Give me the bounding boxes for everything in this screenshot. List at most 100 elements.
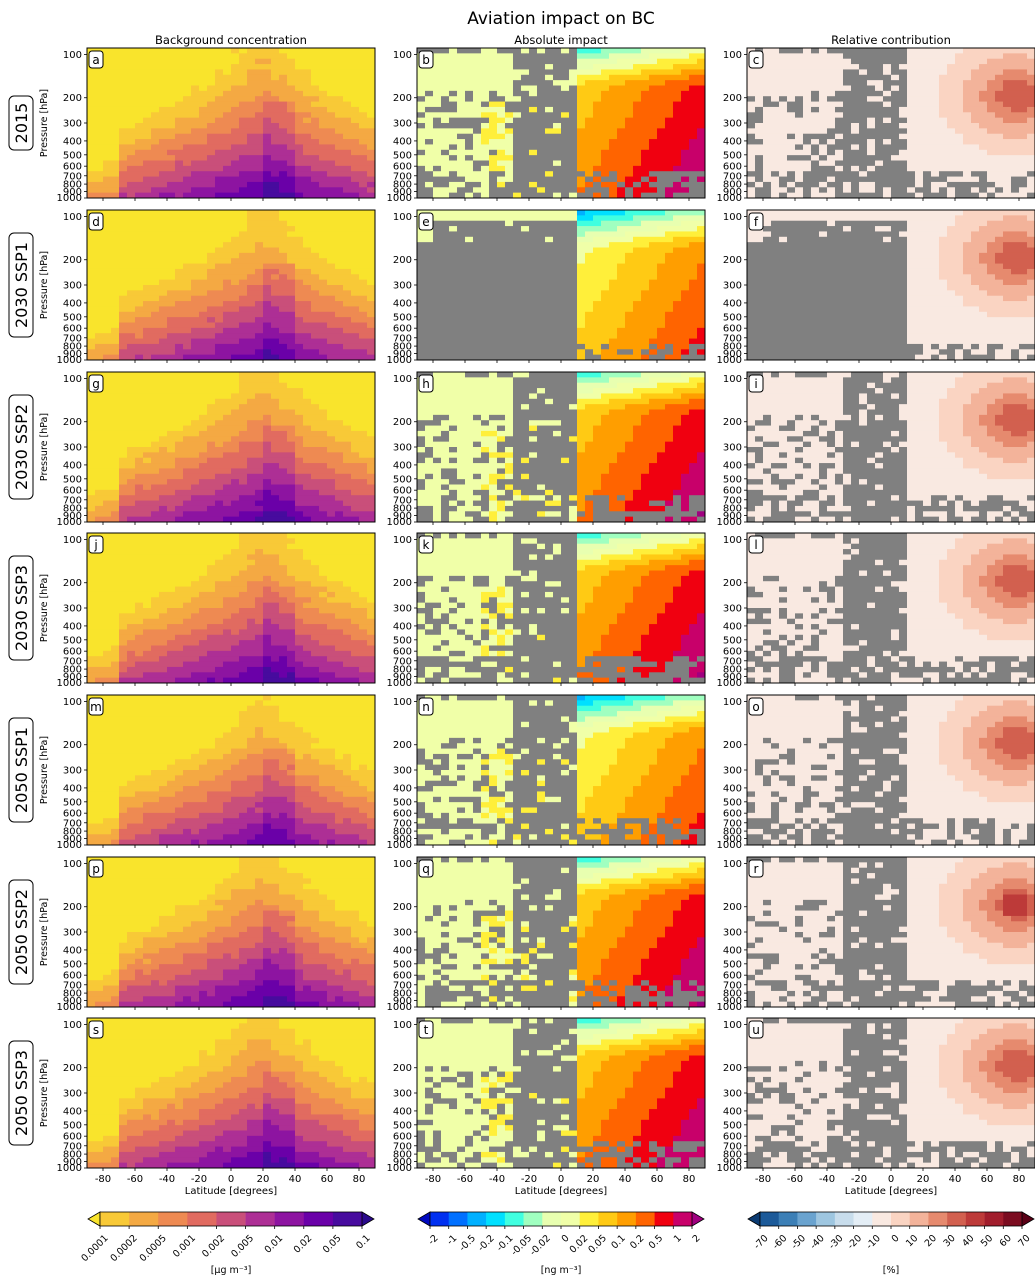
heatmap-cell bbox=[247, 268, 256, 275]
heatmap-cell bbox=[111, 69, 120, 76]
heatmap-cell bbox=[303, 64, 312, 71]
heatmap-cell bbox=[143, 165, 152, 172]
heatmap-cell bbox=[923, 96, 932, 103]
y-tick-label: 200 bbox=[63, 255, 82, 266]
heatmap-cell bbox=[617, 258, 626, 265]
heatmap-cell bbox=[449, 210, 458, 216]
heatmap-cell bbox=[625, 58, 634, 65]
heatmap-cell bbox=[457, 338, 466, 345]
heatmap-cell bbox=[95, 144, 104, 151]
heatmap-cell bbox=[367, 215, 375, 222]
heatmap-cell bbox=[327, 58, 336, 65]
heatmap-cell bbox=[343, 343, 352, 350]
heatmap-cell bbox=[417, 268, 426, 275]
heatmap-cell bbox=[433, 311, 442, 318]
heatmap-cell bbox=[577, 117, 586, 124]
heatmap-cell bbox=[1011, 80, 1020, 87]
heatmap-cell bbox=[111, 74, 120, 81]
heatmap-cell bbox=[657, 171, 666, 178]
heatmap-cell bbox=[763, 123, 772, 129]
heatmap-cell bbox=[175, 128, 184, 135]
heatmap-cell bbox=[803, 64, 812, 71]
heatmap-cell bbox=[625, 160, 634, 167]
heatmap-cell bbox=[827, 117, 836, 124]
heatmap-cell bbox=[183, 354, 192, 360]
heatmap-cell bbox=[497, 306, 506, 313]
heatmap-cell bbox=[601, 338, 610, 345]
heatmap-cell bbox=[609, 112, 618, 119]
heatmap-cell bbox=[481, 247, 490, 254]
heatmap-cell bbox=[987, 58, 996, 65]
heatmap-cell bbox=[883, 139, 892, 146]
heatmap-cell bbox=[87, 279, 96, 286]
heatmap-cell bbox=[955, 48, 964, 54]
heatmap-cell bbox=[87, 181, 96, 188]
heatmap-cell bbox=[553, 317, 562, 324]
heatmap-cell bbox=[625, 311, 634, 318]
heatmap-cell bbox=[875, 85, 884, 92]
heatmap-cell bbox=[955, 171, 964, 178]
heatmap-cell bbox=[1011, 123, 1020, 129]
heatmap-cell bbox=[513, 106, 522, 113]
heatmap-cell bbox=[87, 327, 96, 334]
heatmap-cell bbox=[143, 123, 152, 129]
heatmap-cell bbox=[577, 74, 586, 81]
heatmap-cell bbox=[175, 160, 184, 167]
heatmap-cell bbox=[111, 242, 120, 249]
heatmap-cell bbox=[545, 268, 554, 275]
heatmap-cell bbox=[641, 327, 650, 334]
heatmap-cell bbox=[135, 165, 144, 172]
heatmap-cell bbox=[151, 333, 160, 340]
heatmap-cell bbox=[425, 128, 434, 135]
heatmap-cell bbox=[617, 247, 626, 254]
heatmap-cell bbox=[175, 236, 184, 243]
heatmap-cell bbox=[335, 285, 344, 291]
heatmap-cell bbox=[641, 112, 650, 119]
heatmap-cell bbox=[505, 155, 514, 162]
heatmap-cell bbox=[601, 165, 610, 172]
heatmap-cell bbox=[545, 215, 554, 222]
heatmap-cell bbox=[505, 187, 514, 194]
heatmap-cell bbox=[843, 74, 852, 81]
heatmap-cell bbox=[119, 181, 128, 188]
heatmap-cell bbox=[995, 85, 1004, 92]
heatmap-cell bbox=[311, 306, 320, 313]
heatmap-cell bbox=[111, 290, 120, 297]
heatmap-cell bbox=[819, 192, 828, 198]
heatmap-cell bbox=[167, 80, 176, 87]
heatmap-cell bbox=[263, 220, 272, 227]
heatmap-cell bbox=[215, 64, 224, 71]
heatmap-cell bbox=[191, 354, 200, 360]
heatmap-cell bbox=[577, 80, 586, 87]
heatmap-cell bbox=[417, 290, 426, 297]
heatmap-cell bbox=[183, 215, 192, 222]
heatmap-cell bbox=[513, 226, 522, 233]
heatmap-cell bbox=[191, 192, 200, 198]
heatmap-cell bbox=[481, 215, 490, 222]
heatmap-cell bbox=[359, 117, 368, 124]
heatmap-cell bbox=[633, 187, 642, 194]
heatmap-cell bbox=[569, 181, 578, 188]
heatmap-cell bbox=[1003, 171, 1012, 178]
heatmap-cell bbox=[199, 128, 208, 135]
heatmap-cell bbox=[681, 64, 690, 71]
heatmap-cell bbox=[215, 181, 224, 188]
heatmap-cell bbox=[287, 101, 296, 108]
heatmap-cell bbox=[673, 80, 682, 87]
heatmap-cell bbox=[851, 112, 860, 119]
heatmap-cell bbox=[143, 327, 152, 334]
heatmap-cell bbox=[425, 317, 434, 324]
heatmap-cell bbox=[617, 322, 626, 329]
heatmap-cell bbox=[343, 106, 352, 113]
heatmap-cell bbox=[111, 48, 120, 54]
heatmap-cell bbox=[851, 53, 860, 60]
heatmap-cell bbox=[167, 112, 176, 119]
heatmap-cell bbox=[95, 327, 104, 334]
heatmap-cell bbox=[263, 117, 272, 124]
heatmap-cell bbox=[167, 101, 176, 108]
heatmap-cell bbox=[351, 90, 360, 97]
heatmap-cell bbox=[183, 210, 192, 216]
heatmap-cell bbox=[529, 187, 538, 194]
heatmap-cell bbox=[127, 247, 136, 254]
heatmap-cell bbox=[867, 69, 876, 76]
